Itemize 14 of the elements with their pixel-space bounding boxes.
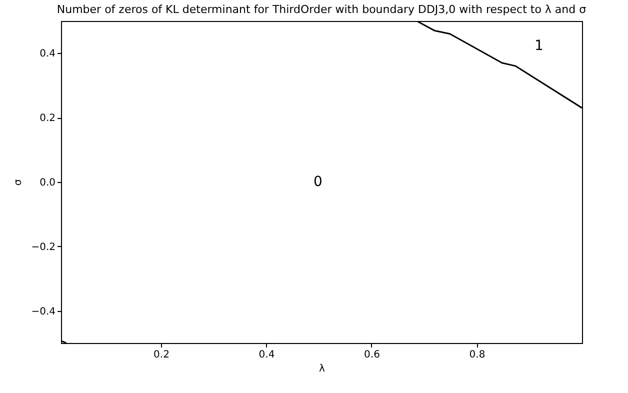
chart-title: Number of zeros of KL determinant for ThirdOrder with boundary DDJ3,0 with respect to λ and σ [56,3,586,16]
x-tick-label: 0.8 [469,350,486,360]
annotation: 1 [534,38,544,54]
annotation: 0 [314,174,322,190]
y-tick-label: −0.4 [31,306,56,318]
y-tick-label: 0.2 [40,113,56,124]
x-axis-title: λ [319,364,326,374]
x-tick-label: 0.2 [154,350,170,360]
y-tick-label: 0.0 [40,178,56,188]
y-tick-label: −0.2 [31,242,56,253]
x-tick-label: 0.6 [364,350,380,360]
y-tick-label: 0.4 [40,48,56,60]
y-axis-title: σ [13,178,24,186]
x-tick-label: 0.4 [258,350,275,360]
